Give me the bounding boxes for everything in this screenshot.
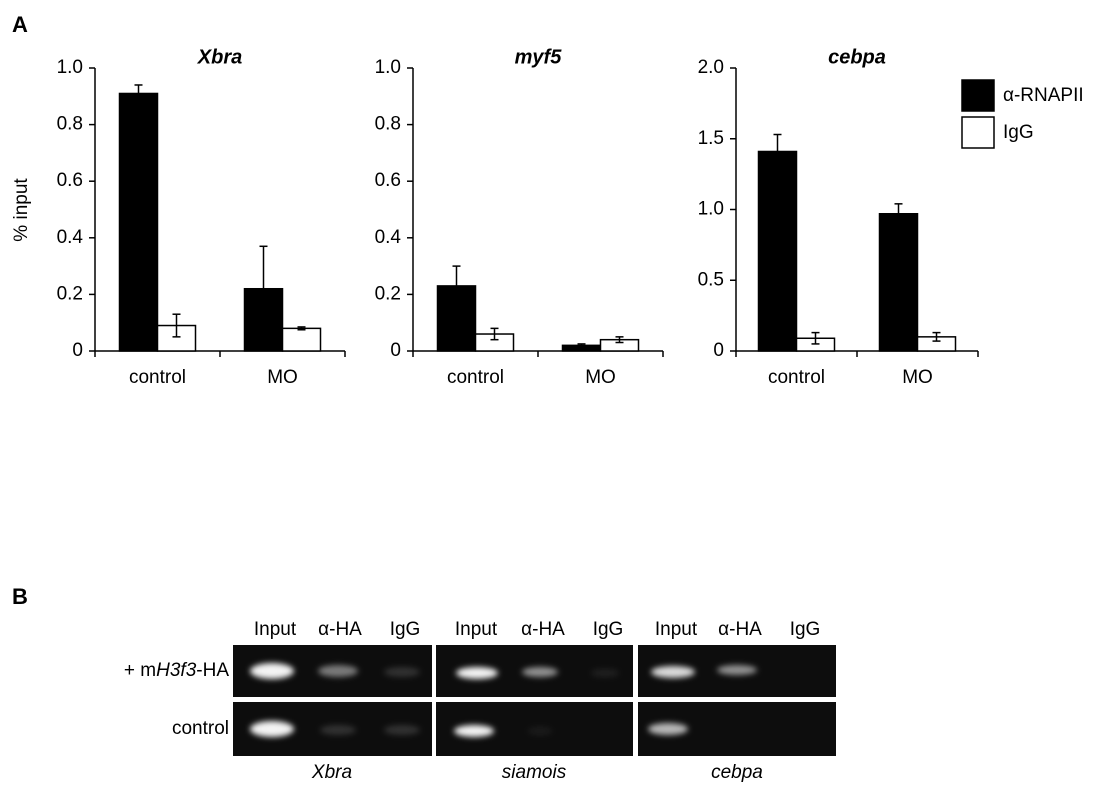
x-tick-label: MO	[585, 367, 616, 388]
y-tick-label: 0.4	[375, 227, 402, 248]
x-tick-label: MO	[267, 367, 298, 388]
y-axis-label: % input	[11, 178, 32, 242]
lane-label: Input	[455, 619, 498, 640]
error-bar	[894, 203, 903, 224]
y-tick-label: 0	[390, 340, 401, 361]
y-tick-label: 0.2	[375, 283, 401, 304]
y-tick-label: 0.6	[57, 170, 83, 191]
row-label: + mH3f3-HA	[124, 660, 229, 681]
y-tick-label: 0.5	[698, 269, 724, 290]
chart-title: cebpa	[828, 46, 886, 68]
gel	[233, 645, 836, 756]
legend-label: α-RNAPII	[1003, 85, 1084, 106]
x-tick-label: control	[129, 367, 186, 388]
row-label-part: -HA	[196, 660, 229, 681]
row-label: control	[172, 718, 229, 739]
x-tick-label: MO	[902, 367, 933, 388]
chart-title: myf5	[515, 46, 563, 68]
legend-swatch	[961, 79, 995, 112]
gene-label: cebpa	[711, 762, 763, 783]
lane-label: α-HA	[521, 619, 565, 640]
y-tick-label: 0	[713, 340, 724, 361]
x-tick-label: control	[447, 367, 504, 388]
error-bar	[134, 84, 143, 102]
y-tick-label: 1.0	[57, 57, 83, 78]
y-tick-label: 0	[72, 340, 83, 361]
y-tick-label: 1.0	[698, 199, 724, 220]
y-tick-label: 0.6	[375, 170, 401, 191]
bar	[878, 212, 919, 352]
lane-label: IgG	[390, 619, 421, 640]
lane-label: Input	[254, 619, 297, 640]
error-bar	[615, 336, 624, 344]
y-tick-label: 2.0	[698, 57, 724, 78]
y-tick-label: 0.8	[375, 114, 401, 135]
y-tick-label: 0.4	[57, 227, 84, 248]
error-bar	[773, 133, 782, 169]
bar	[281, 327, 322, 352]
error-bar	[259, 245, 268, 332]
lane-label: α-HA	[718, 619, 762, 640]
gene-label: Xbra	[311, 762, 352, 783]
bar	[118, 92, 159, 352]
y-tick-label: 0.8	[57, 114, 83, 135]
lane-label: IgG	[790, 619, 821, 640]
row-label-part: control	[172, 718, 229, 739]
panel-label: A	[12, 12, 28, 37]
error-bar	[811, 331, 820, 345]
error-bar	[932, 331, 941, 342]
gene-label: siamois	[502, 762, 567, 783]
y-tick-label: 0.2	[57, 283, 83, 304]
row-label-part: + m	[124, 660, 156, 681]
error-bar	[172, 313, 181, 338]
y-tick-label: 1.5	[698, 128, 724, 149]
panel-label: B	[12, 584, 28, 609]
legend-label: IgG	[1003, 122, 1034, 143]
error-bar	[452, 265, 461, 306]
error-bar	[297, 326, 306, 331]
y-tick-label: 1.0	[375, 57, 401, 78]
row-label-part: H3f3	[156, 660, 197, 681]
chart-title: Xbra	[197, 46, 242, 68]
legend-swatch	[961, 116, 995, 149]
lane-label: Input	[655, 619, 698, 640]
x-tick-label: control	[768, 367, 825, 388]
error-bar	[490, 327, 499, 341]
error-bar	[577, 343, 586, 347]
lane-label: α-HA	[318, 619, 362, 640]
bar	[757, 150, 798, 352]
lane-label: IgG	[593, 619, 624, 640]
